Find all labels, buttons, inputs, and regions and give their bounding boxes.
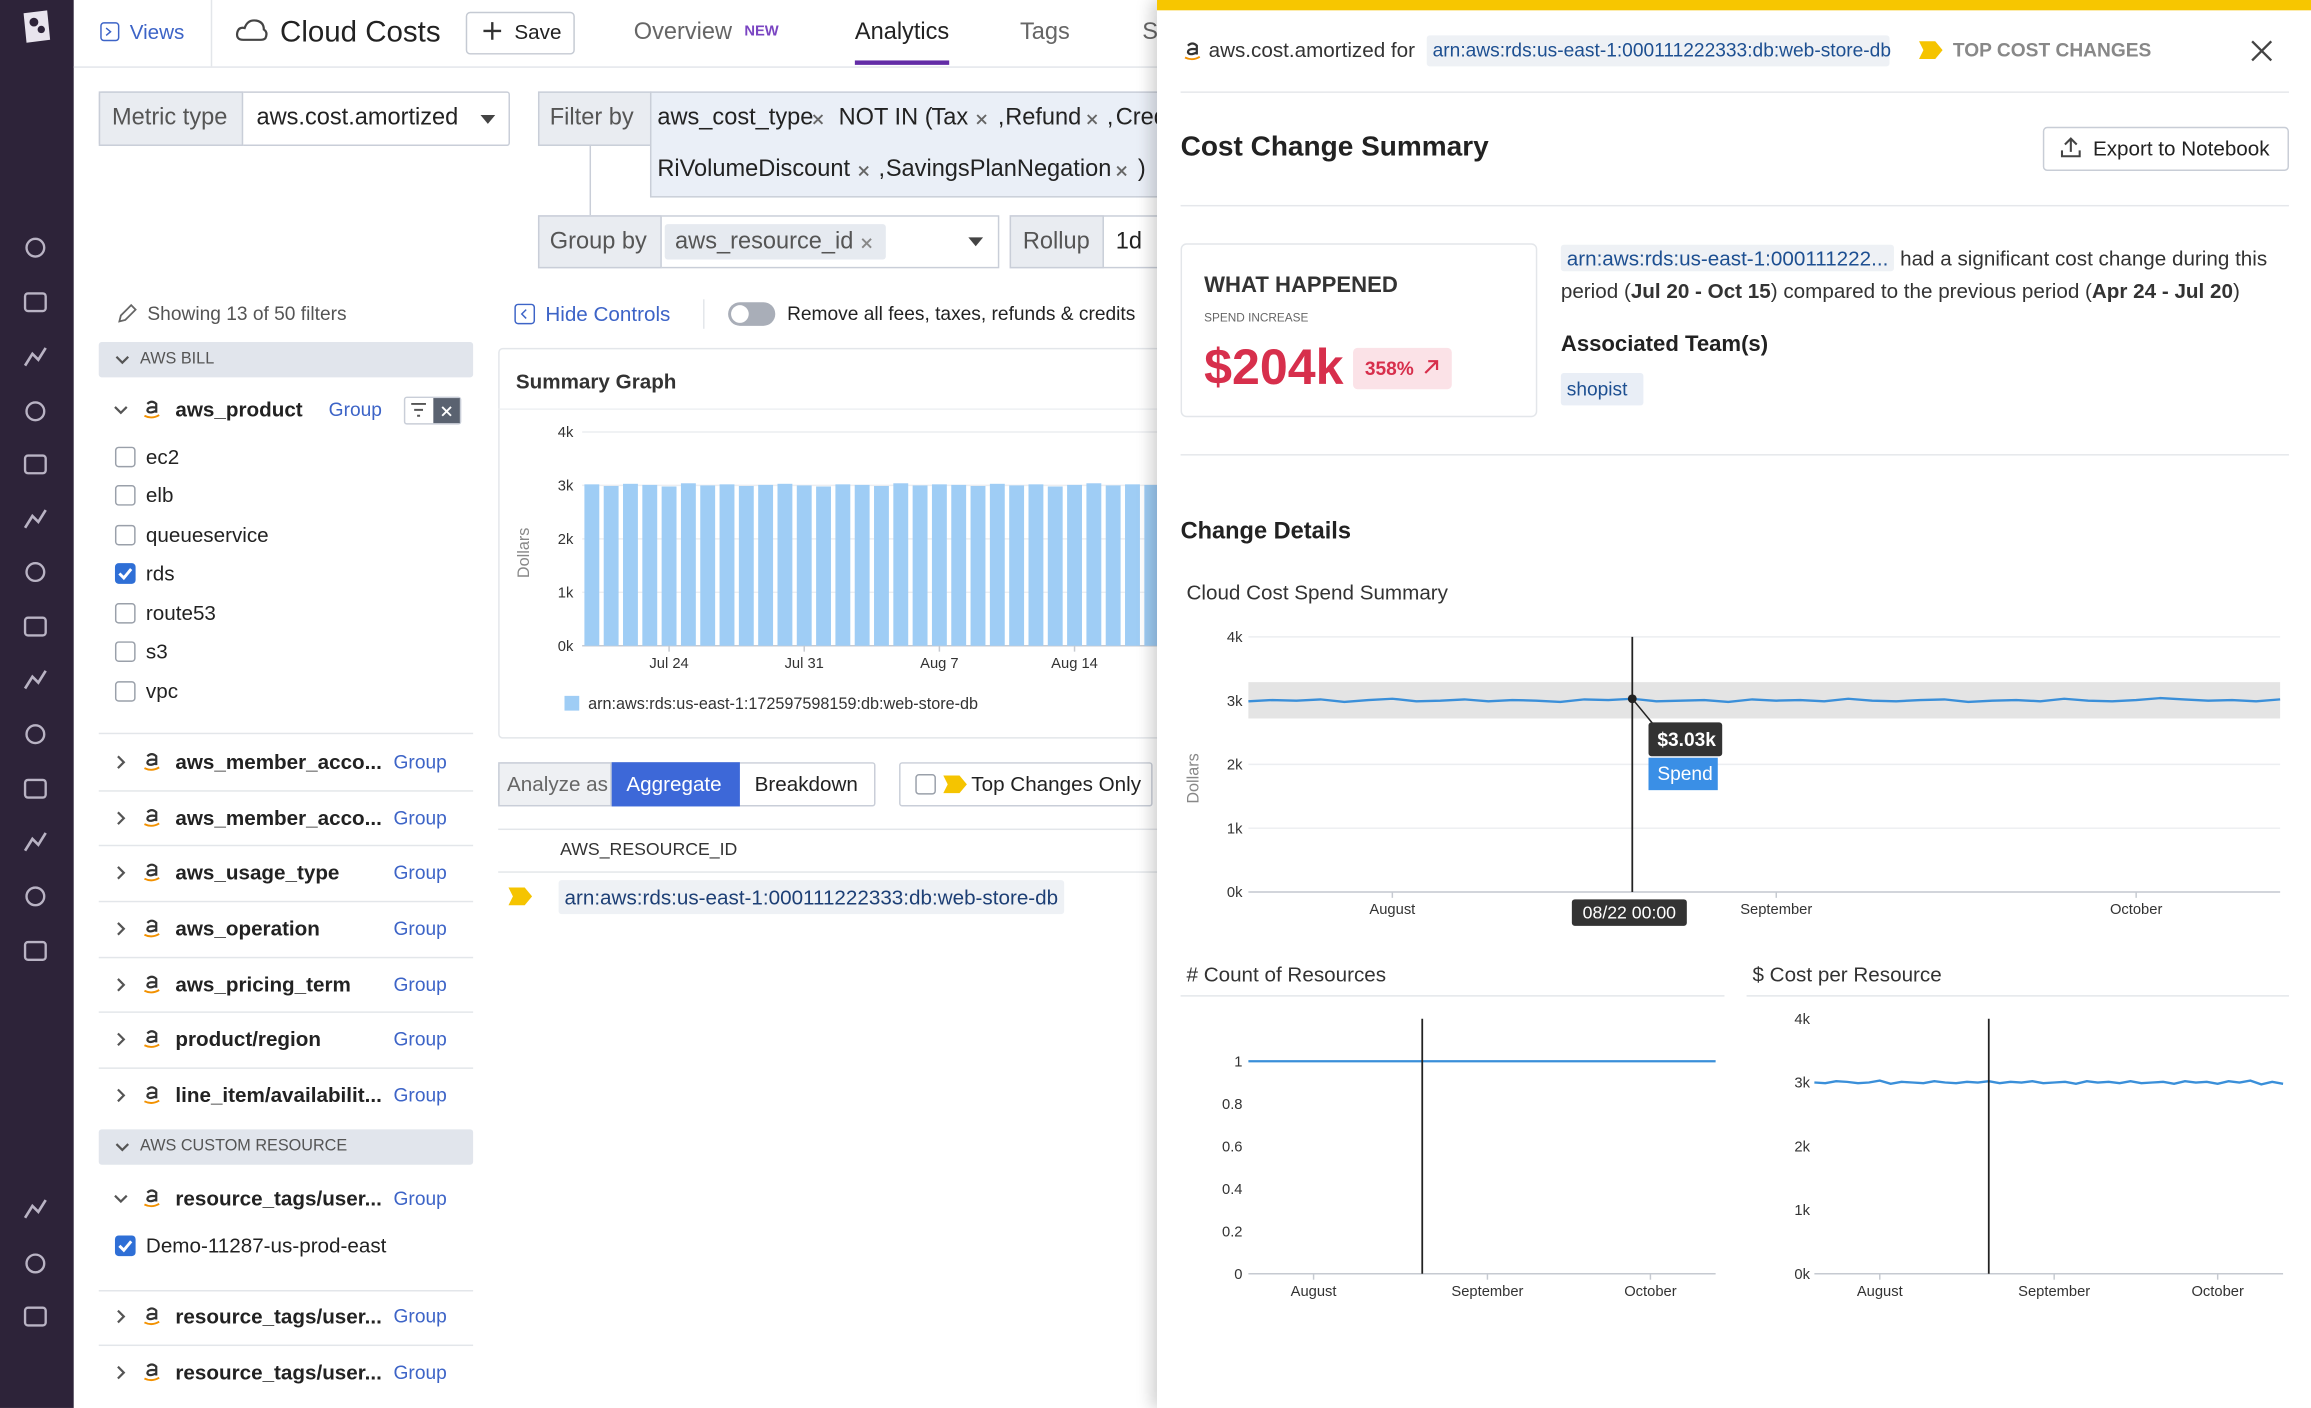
x-tick-label: September (1451, 1284, 1523, 1300)
y-tick-label: 2k (1227, 758, 1243, 774)
x-tick-label: October (1624, 1284, 1676, 1300)
y-tick-label: 4k (1794, 1012, 1810, 1028)
x-hover-label: 08/22 00:00 (1583, 902, 1677, 922)
y-tick-label: 0 (1234, 1267, 1242, 1283)
y-tick-label: 2k (1794, 1139, 1810, 1155)
y-tick-label: 1 (1234, 1054, 1242, 1070)
y-tick-label: 0k (1794, 1267, 1810, 1283)
y-tick-label: 0.8 (1222, 1097, 1242, 1113)
y-tick-label: 0k (1227, 885, 1243, 901)
y-tick-label: 1k (1227, 821, 1243, 837)
y-tick-label: 4k (1227, 630, 1243, 646)
y-tick-label: 3k (1794, 1076, 1810, 1092)
y-tick-label: 0.4 (1222, 1182, 1242, 1198)
y-tick-label: 3k (1227, 694, 1243, 710)
y-tick-label: 0.2 (1222, 1224, 1242, 1240)
y-axis-label: Dollars (1184, 753, 1202, 803)
x-tick-label: August (1291, 1284, 1337, 1300)
x-tick-label: August (1369, 902, 1415, 918)
tooltip-series: Spend (1657, 764, 1712, 785)
line (1814, 1081, 2283, 1085)
x-tick-label: October (2191, 1284, 2243, 1300)
tooltip-value: $3.03k (1657, 730, 1716, 751)
y-tick-label: 1k (1794, 1203, 1810, 1219)
y-tick-label: 0.6 (1222, 1139, 1242, 1155)
x-tick-label: August (1857, 1284, 1903, 1300)
x-tick-label: October (2110, 902, 2162, 918)
x-tick-label: September (1740, 902, 1812, 918)
x-tick-label: September (2018, 1284, 2090, 1300)
